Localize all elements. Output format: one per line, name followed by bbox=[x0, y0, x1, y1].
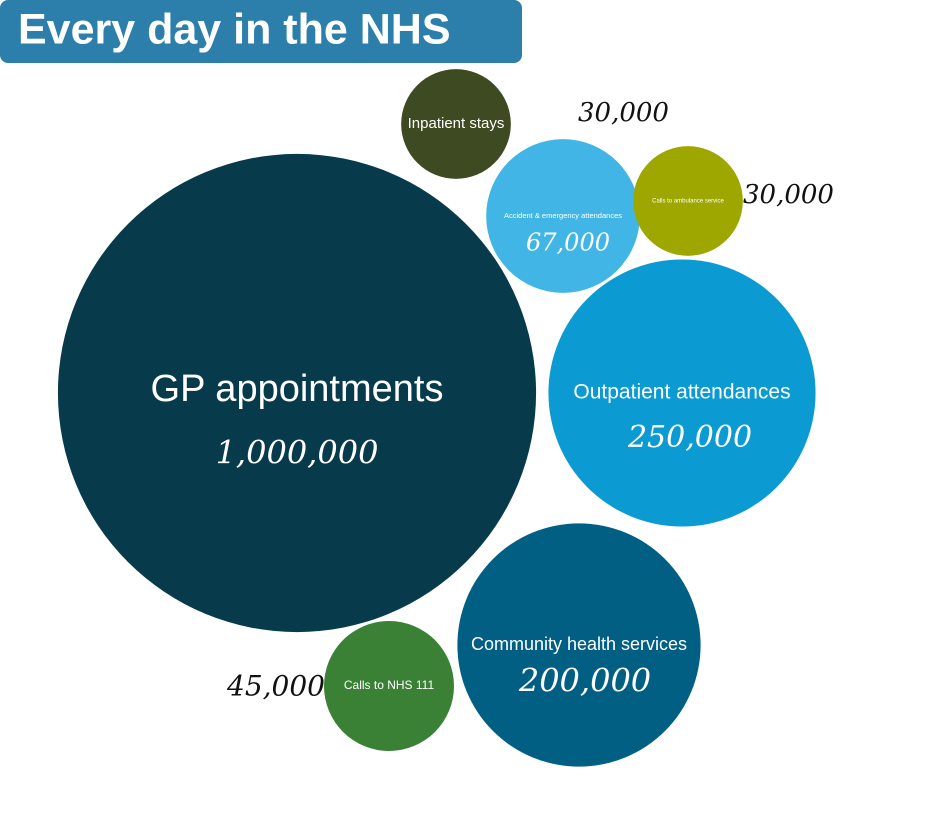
title-box bbox=[0, 0, 522, 63]
bubble bbox=[548, 259, 816, 527]
value-label: 67,000 bbox=[526, 229, 610, 257]
bubble-label: Inpatient stays bbox=[408, 115, 505, 132]
value-label: 200,000 bbox=[518, 662, 651, 700]
value-label: 45,000 bbox=[226, 670, 325, 703]
bubble bbox=[57, 153, 537, 633]
bubble bbox=[401, 69, 511, 179]
bubble bbox=[633, 146, 743, 256]
bubble-label: Community health services bbox=[471, 634, 687, 654]
value-label: 250,000 bbox=[627, 420, 752, 455]
bubble bbox=[324, 621, 454, 751]
value-label: 30,000 bbox=[578, 98, 669, 128]
bubble-label: Outpatient attendances bbox=[573, 381, 790, 404]
bubble-label: GP appointments bbox=[151, 368, 444, 410]
bubble bbox=[486, 139, 640, 293]
bubble bbox=[457, 523, 701, 767]
bubble-label: Accident & emergency attendances bbox=[504, 211, 622, 220]
bubble-label: Calls to NHS 111 bbox=[344, 678, 435, 692]
chart-title: Every day in the NHS bbox=[18, 5, 451, 53]
bubble-label: Calls to ambulance service bbox=[652, 199, 724, 205]
value-label: 30,000 bbox=[743, 180, 834, 210]
value-label: 1,000,000 bbox=[216, 434, 379, 472]
